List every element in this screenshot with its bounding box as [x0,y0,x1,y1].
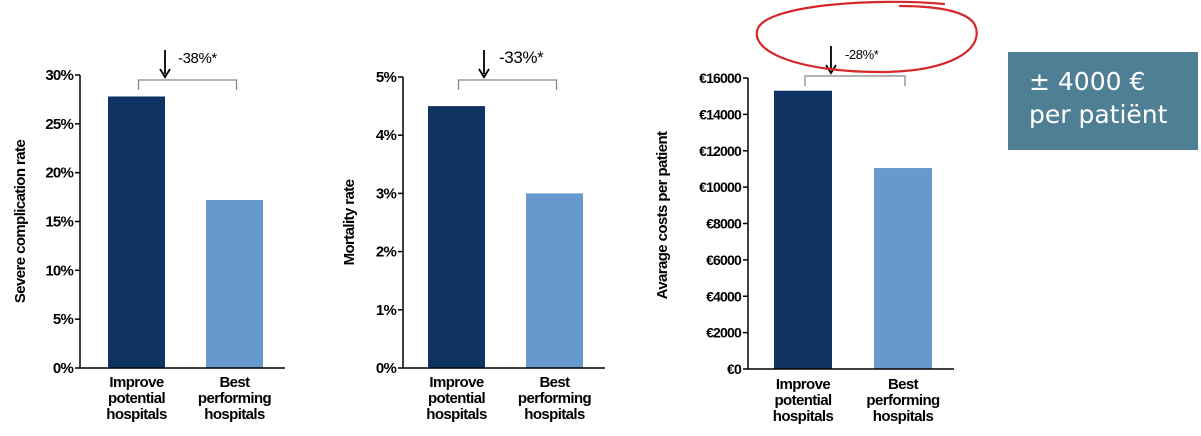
y-tick-label: €16000 [699,70,742,86]
difference-label: -28%* [845,47,879,62]
chart-1: 0% 5% 10% 15% 20% 25% 30% Severe complication r… [12,50,285,423]
x-category-label: performing [198,390,272,407]
y-tick-label: 20% [45,165,73,182]
y-tick-label: 3% [376,185,397,202]
x-category-label: Best [888,376,919,393]
x-category-label: potential [428,390,486,407]
down-arrowhead-icon [825,64,837,75]
x-category-label: Improve [109,374,163,391]
highlight-circle [755,0,978,74]
x-category-label: performing [518,390,592,407]
y-tick-label: 30% [45,67,73,84]
y-tick-label: €8000 [706,216,742,232]
x-category-label: Improve [776,376,830,393]
x-category-label: hospitals [106,406,167,423]
chart-2: 0% 1% 2% 3% 4% 5% Mortality rate Improvepotenti… [341,48,605,423]
y-tick-label: 0% [53,360,74,377]
down-arrowhead-icon [478,68,490,79]
savings-callout: ± 4000 € per patiënt [1008,52,1198,150]
y-tick-label: 4% [376,127,397,144]
x-category-label: potential [774,392,832,409]
difference-label: -38%* [178,50,217,67]
x-category-label: hospitals [524,406,585,423]
y-tick-label: €14000 [699,106,742,122]
x-category-label: Improve [429,374,483,391]
difference-label: -33%* [499,48,544,67]
y-tick-label: €6000 [706,252,742,268]
y-axis-title: Severe complication rate [12,140,29,303]
x-category-label: hospitals [773,408,834,425]
x-category-label: Best [219,374,250,391]
x-category-label: potential [108,390,166,407]
bar-best-performing [206,200,263,368]
y-tick-label: €2000 [706,325,742,341]
x-category-label: hospitals [204,406,265,423]
y-tick-label: €10000 [699,179,742,195]
y-tick-label: €0 [727,361,742,377]
y-tick-label: 2% [376,244,397,261]
bar-improve-potential [428,106,485,368]
y-axis-title: Mortality rate [341,179,358,265]
y-tick-label: 5% [376,69,397,86]
x-category-label: Best [539,374,570,391]
y-axis-title: Avarage costs per patient [654,131,671,299]
callout-line-2: per patiënt [1029,100,1168,129]
bar-best-performing [874,168,932,369]
difference-bracket [137,79,238,90]
difference-bracket [457,79,558,90]
callout-line-1: ± 4000 € [1029,67,1146,96]
y-tick-label: €12000 [699,143,742,159]
y-tick-label: 5% [53,311,74,328]
down-arrowhead-icon [159,68,171,79]
chart-3: €0 €2000 €4000 €6000 €8000 €10000 €12000 €14000… [654,0,978,425]
y-tick-label: 25% [45,116,73,133]
y-tick-label: €4000 [706,288,742,304]
y-tick-label: 1% [376,302,397,319]
y-tick-label: 15% [45,214,73,231]
y-tick-label: 10% [45,262,73,279]
y-tick-label: 0% [376,360,397,377]
x-category-label: hospitals [426,406,487,423]
bar-best-performing [526,193,583,368]
bar-improve-potential [774,90,832,369]
x-category-label: hospitals [873,408,934,425]
bar-improve-potential [108,96,165,368]
difference-bracket [804,75,906,86]
x-category-label: performing [866,392,940,409]
